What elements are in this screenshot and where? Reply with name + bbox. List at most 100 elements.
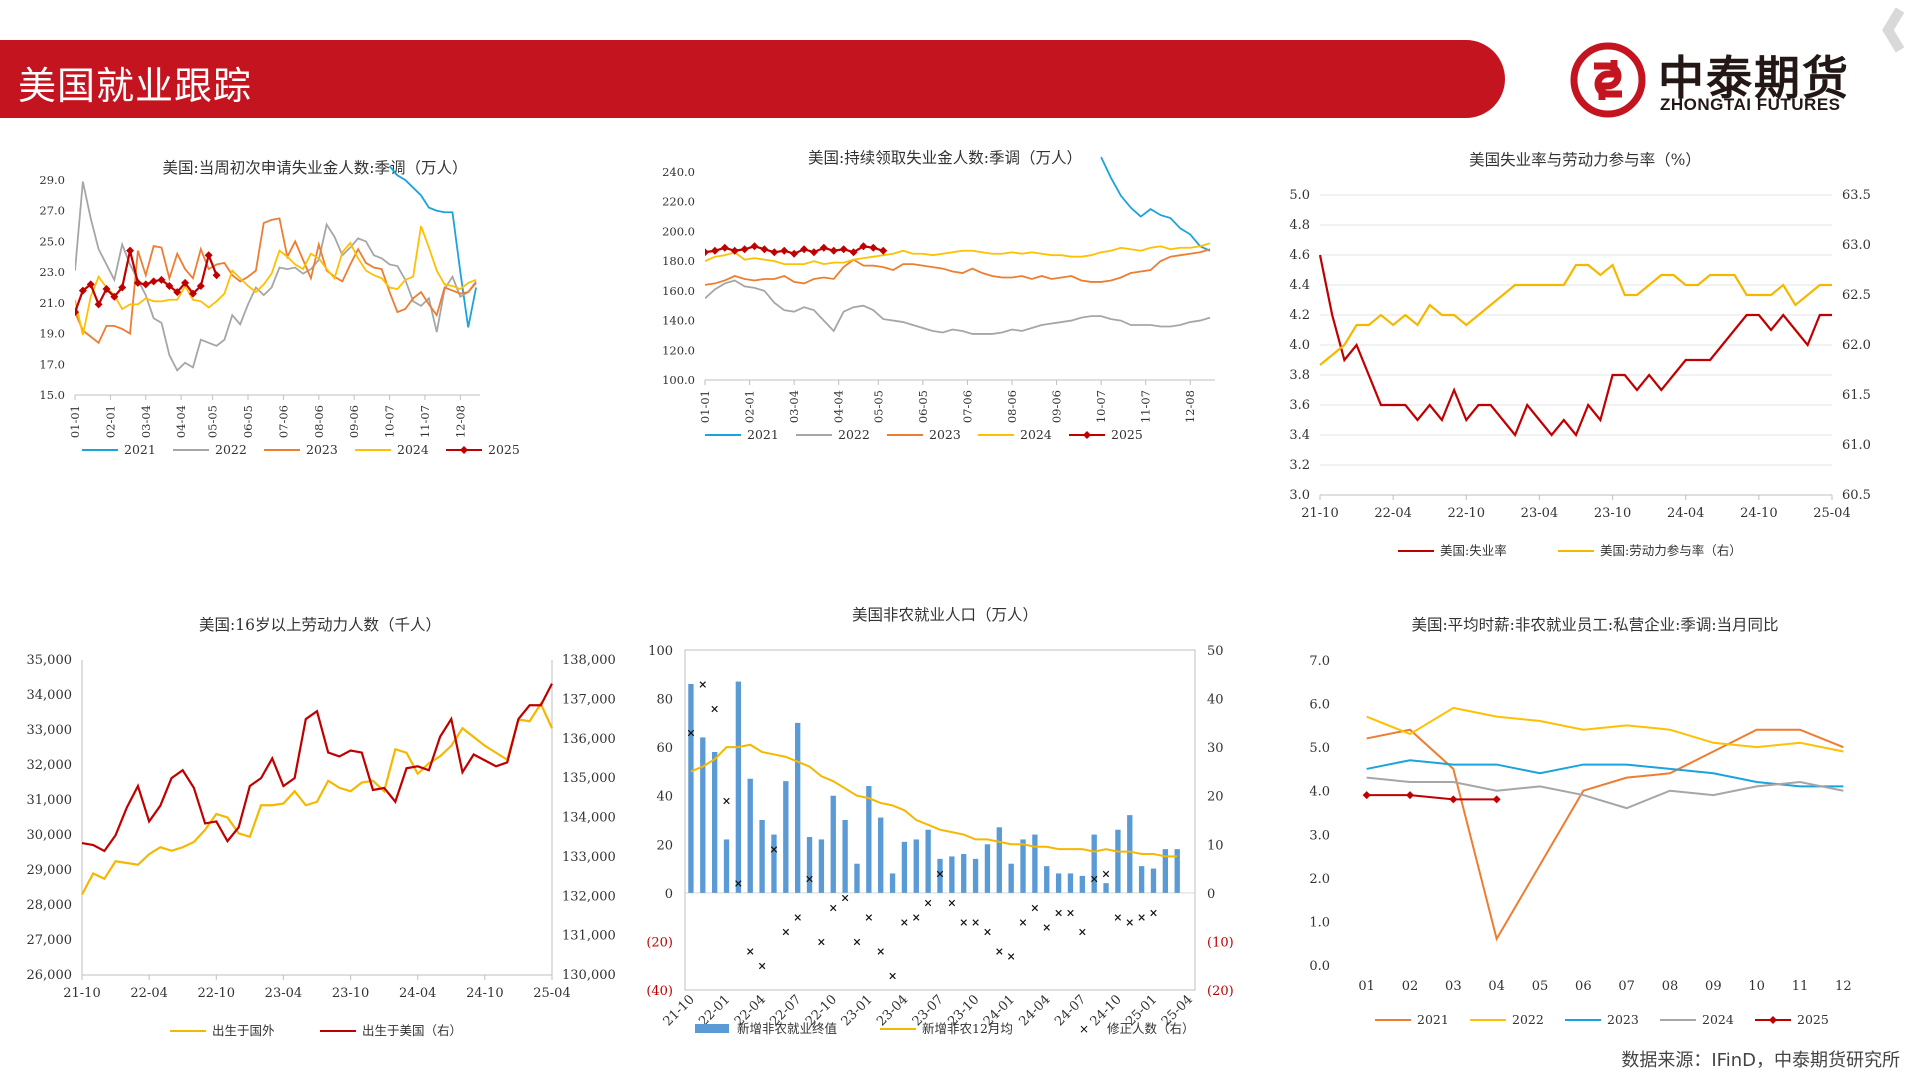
data-point-2025	[720, 243, 729, 252]
bar	[866, 786, 872, 893]
x-tick-label: 04-04	[832, 390, 846, 423]
chart-title: 美国非农就业人口（万人）	[851, 606, 1038, 624]
bar	[878, 817, 884, 893]
scatter-point: ×	[710, 702, 719, 715]
y-tick-label: 40	[656, 790, 673, 805]
scatter-point: ×	[829, 901, 838, 914]
series-line-2022	[705, 279, 1211, 335]
legend-label: 美国:劳动力参与率（右）	[1600, 543, 1742, 558]
series-line-2025	[1366, 794, 1497, 801]
scatter-point: ×	[947, 897, 956, 910]
bar	[1174, 849, 1180, 893]
data-point-2025	[86, 280, 95, 289]
y-tick-label: 240.0	[662, 165, 695, 179]
company-logo: 中泰期货 ZHONGTAI FUTURES	[1570, 40, 1870, 120]
y-tick-label: 27.0	[39, 204, 65, 218]
bar	[830, 795, 836, 893]
plot-frame	[684, 649, 1196, 991]
legend-item: 2022	[1470, 1012, 1544, 1027]
scatter-point: ×	[841, 892, 850, 905]
y-right-tick-label: 136,000	[562, 732, 616, 747]
data-point-2025	[188, 289, 197, 298]
x-tick-label: 01	[1358, 979, 1375, 994]
x-tick-label: 12-08	[453, 405, 467, 438]
bar	[1044, 866, 1050, 893]
scatter-point: ×	[1137, 911, 1146, 924]
legend-label: 2021	[124, 442, 156, 457]
bar	[913, 839, 919, 893]
series-line-2023	[75, 217, 477, 345]
legend-label: 出生于国外	[212, 1023, 275, 1038]
y-tick-label: 4.6	[1289, 248, 1310, 263]
x-tick-label: 05-05	[206, 405, 220, 438]
legend-label: 新增非农12月均	[922, 1021, 1013, 1036]
legend-item: 2025	[1069, 427, 1143, 442]
bar	[700, 737, 706, 893]
series-line	[1319, 263, 1832, 366]
series-2025	[75, 246, 221, 317]
y-tick-label: 32,000	[27, 758, 73, 773]
y-tick-label: 25.0	[39, 234, 65, 248]
x-tick-label: 23-01	[839, 992, 876, 1029]
data-point-2025	[212, 271, 221, 280]
bar	[925, 829, 931, 893]
chart-title: 美国失业率与劳动力参与率（%）	[1469, 151, 1701, 169]
legend-item: 2023	[1565, 1012, 1639, 1027]
scatter-point: ×	[900, 916, 909, 929]
data-point-2025	[126, 246, 135, 255]
legend-item: 2025	[1755, 1012, 1829, 1027]
x-tick-label: 02-01	[103, 405, 117, 438]
legend-marker	[460, 446, 468, 454]
scatter-point: ×	[1078, 926, 1087, 939]
legend-item: × 修正人数（右）	[1079, 1021, 1195, 1036]
x-tick-label: 06	[1575, 979, 1592, 994]
y-tick-label: 80	[656, 693, 673, 708]
x-tick-label: 12	[1835, 979, 1852, 994]
data-point-2025	[75, 308, 79, 317]
bar	[1008, 863, 1014, 893]
legend-item: 2024	[978, 427, 1052, 442]
scatter-point: ×	[924, 897, 933, 910]
x-tick-label: 24-04	[1016, 992, 1053, 1029]
y-right-tick-label: 60.5	[1842, 488, 1871, 503]
legend-label: 2023	[306, 442, 338, 457]
x-tick-label: 02	[1402, 979, 1419, 994]
series-line	[81, 683, 553, 853]
x-tick-label: 23-10	[1594, 506, 1631, 521]
x-tick-label: 09	[1705, 979, 1722, 994]
x-tick-label: 07-06	[276, 405, 290, 438]
legend-item: 2023	[264, 442, 338, 457]
scatter-point: ×	[912, 911, 921, 924]
y-tick-label: 100	[648, 644, 673, 659]
y-tick-label: 19.0	[39, 327, 65, 341]
series-2023	[705, 248, 1211, 286]
y-tick-label: 4.2	[1289, 308, 1310, 323]
y-tick-label: 3.8	[1289, 368, 1310, 383]
x-tick-label: 11-07	[1139, 390, 1153, 423]
y-tick-label: 220.0	[662, 195, 695, 209]
y-tick-label: 3.0	[1289, 488, 1310, 503]
scatter-point: ×	[698, 678, 707, 691]
x-tick-label: 07-06	[960, 390, 974, 423]
legend-label: 2021	[1417, 1012, 1449, 1027]
series-line-12m-avg	[690, 743, 1178, 858]
chart-average-hourly-earnings: 美国:平均时薪:非农就业员工:私营企业:季调:当月同比 0.0 1.0 2.0 3.0…	[1290, 605, 1900, 1045]
data-point-2025	[760, 245, 769, 254]
chart-title: 美国:持续领取失业金人数:季调（万人）	[808, 149, 1082, 167]
legend-label: 2024	[1702, 1012, 1734, 1027]
legend-label: 美国:失业率	[1440, 543, 1507, 558]
x-tick-label: 23-04	[265, 986, 302, 1001]
x-tick-label: 22-04	[1374, 506, 1411, 521]
y-right-tick-label: 10	[1207, 838, 1224, 853]
y-right-tick-label: 61.5	[1842, 388, 1871, 403]
y-tick-label: 23.0	[39, 265, 65, 279]
y-right-tick-label: 63.5	[1842, 188, 1871, 203]
y-right-tick-label: 40	[1207, 693, 1224, 708]
legend-item: 2024	[355, 442, 429, 457]
scatter-point: ×	[1030, 901, 1039, 914]
data-point-2025	[133, 278, 142, 287]
scatter-point: ×	[1125, 916, 1134, 929]
legend-label: 2025	[1111, 427, 1143, 442]
scatter-point: ×	[817, 935, 826, 948]
data-point-2025	[879, 246, 888, 255]
